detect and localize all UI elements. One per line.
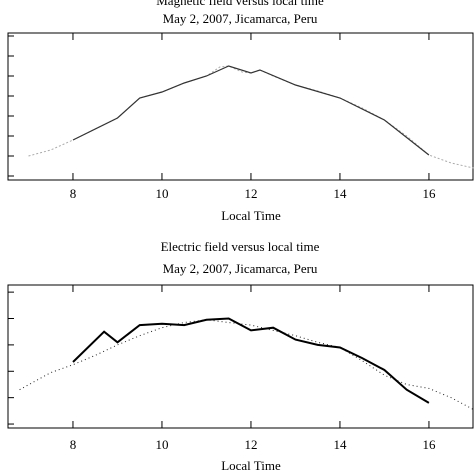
chart-title: Electric field versus local time xyxy=(161,239,320,254)
x-tick-label: 16 xyxy=(422,437,436,452)
plot-frame xyxy=(7,32,474,181)
x-axis-label: Local Time xyxy=(221,208,281,223)
data-line xyxy=(28,65,474,169)
x-tick-label: 8 xyxy=(70,437,77,452)
plot-frame xyxy=(7,284,474,429)
chart-subtitle: May 2, 2007, Jicamarca, Peru xyxy=(163,261,318,276)
chart-subtitle: May 2, 2007, Jicamarca, Peru xyxy=(163,11,318,26)
x-tick-label: 12 xyxy=(244,186,257,201)
x-tick-label: 10 xyxy=(155,437,168,452)
x-tick-label: 10 xyxy=(155,186,168,201)
x-axis-label: Local Time xyxy=(221,458,281,473)
x-tick-label: 16 xyxy=(422,186,436,201)
x-tick-label: 14 xyxy=(333,437,347,452)
data-line xyxy=(19,319,474,410)
data-line xyxy=(72,317,430,404)
x-tick-label: 14 xyxy=(333,186,347,201)
data-line xyxy=(72,65,430,156)
x-tick-label: 8 xyxy=(70,186,77,201)
chart-title: Magnetic field versus local time xyxy=(156,0,324,8)
x-tick-label: 12 xyxy=(244,437,257,452)
